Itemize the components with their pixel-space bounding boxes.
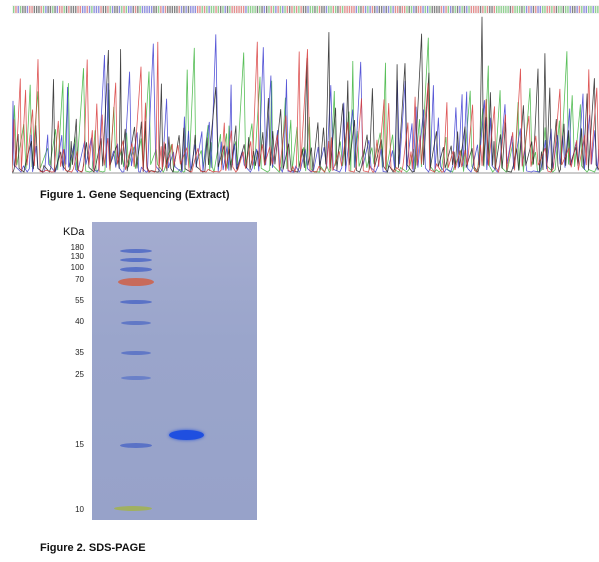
marker-band-25 xyxy=(121,376,151,380)
marker-label-40: 40 xyxy=(75,317,84,326)
marker-label-70: 70 xyxy=(75,275,84,284)
trace-C xyxy=(12,34,599,174)
marker-band-130 xyxy=(120,258,152,262)
sds-page-gel xyxy=(92,222,257,520)
marker-label-10: 10 xyxy=(75,505,84,514)
marker-label-100: 100 xyxy=(70,263,84,272)
marker-band-100 xyxy=(120,267,152,272)
marker-band-180 xyxy=(120,249,152,253)
figure-1-caption: Figure 1. Gene Sequencing (Extract) xyxy=(40,189,230,201)
marker-label-15: 15 xyxy=(75,440,84,449)
marker-label-180: 180 xyxy=(70,243,84,252)
sample-band xyxy=(169,430,204,440)
marker-band-15 xyxy=(120,443,152,448)
marker-label-130: 130 xyxy=(70,252,84,261)
marker-band-35 xyxy=(121,351,151,355)
marker-label-35: 35 xyxy=(75,348,84,357)
kda-unit-label: KDa xyxy=(63,226,85,238)
marker-band-55 xyxy=(120,300,152,304)
marker-label-55: 55 xyxy=(75,296,84,305)
sequencing-chromatogram xyxy=(12,5,599,174)
marker-band-70 xyxy=(118,278,154,286)
marker-band-10 xyxy=(114,506,152,511)
trace-T xyxy=(12,41,599,174)
marker-band-40 xyxy=(121,321,151,325)
figure-2-caption: Figure 2. SDS-PAGE xyxy=(40,542,146,554)
marker-label-25: 25 xyxy=(75,370,84,379)
